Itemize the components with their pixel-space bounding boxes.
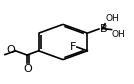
Text: OH: OH	[105, 14, 119, 23]
Text: O: O	[6, 45, 15, 55]
Text: F: F	[70, 42, 76, 52]
Text: OH: OH	[112, 30, 126, 39]
Text: B: B	[100, 24, 107, 34]
Text: O: O	[24, 64, 32, 74]
